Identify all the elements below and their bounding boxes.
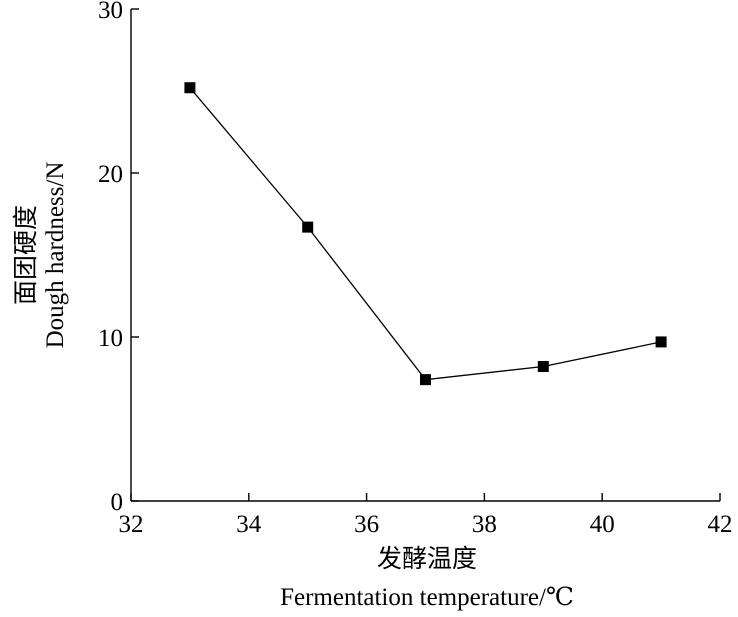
y-axis-title: Dough hardness/N	[42, 162, 69, 349]
y-ticks: 0 10 20 30	[98, 0, 139, 516]
data-point	[184, 82, 196, 94]
data-point	[537, 361, 549, 373]
axes	[130, 9, 720, 502]
x-tick-label: 40	[590, 511, 615, 538]
y-tick-label: 30	[98, 0, 123, 24]
series	[184, 82, 667, 386]
series-line	[189, 87, 662, 381]
data-point	[302, 221, 314, 233]
x-tick-label: 36	[354, 511, 379, 538]
x-axis-title: Fermentation temperature/℃	[280, 584, 574, 611]
data-point	[655, 336, 667, 348]
x-tick-label: 32	[119, 511, 144, 538]
x-ticks: 32 34 36 38 40 42	[119, 493, 733, 538]
y-tick-label: 0	[111, 489, 124, 516]
x-tick-label: 42	[708, 511, 733, 538]
x-axis-title-cn: 发酵温度	[377, 545, 477, 573]
y-tick-label: 10	[98, 325, 123, 352]
x-tick-label: 34	[236, 511, 262, 538]
y-axis-title-cn: 面团硬度	[12, 205, 40, 305]
y-tick-label: 20	[98, 161, 123, 188]
x-tick-label: 38	[472, 511, 497, 538]
data-point	[420, 374, 431, 386]
